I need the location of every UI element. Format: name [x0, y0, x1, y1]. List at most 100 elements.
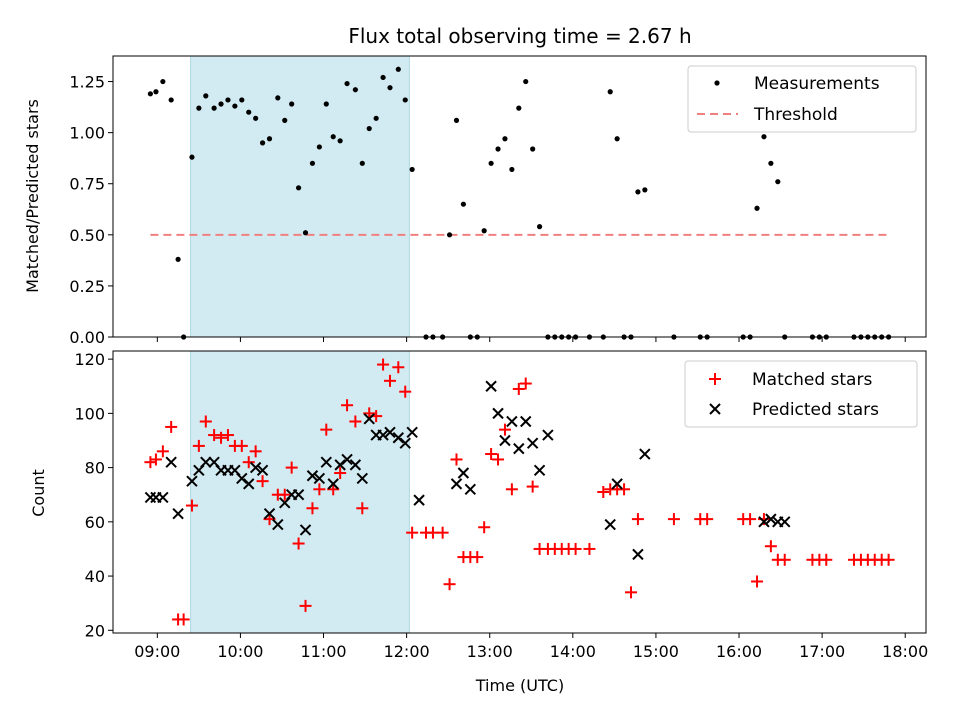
measurement-point — [211, 105, 217, 111]
matched-point — [199, 415, 212, 428]
x-tick-label: 16:00 — [716, 642, 762, 661]
matched-point — [392, 361, 405, 374]
matched-point — [597, 486, 610, 498]
measurement-point — [323, 101, 329, 107]
measurement-point — [607, 89, 613, 95]
y-axis-label-ratio: Matched/Predicted stars — [23, 99, 42, 293]
observing-window-shade — [190, 55, 410, 338]
matched-point — [278, 488, 291, 501]
predicted-point — [513, 442, 525, 455]
matched-point — [320, 423, 333, 436]
chart-title: Flux total observing time = 2.67 h — [348, 24, 691, 48]
measurement-point — [168, 97, 174, 103]
predicted-point — [464, 483, 477, 495]
matched-point — [156, 445, 169, 458]
x-tick-label: 15:00 — [633, 642, 679, 661]
matched-point — [285, 461, 298, 474]
matched-point — [384, 374, 397, 387]
measurement-point — [460, 201, 467, 207]
y-tick-label: 1.00 — [69, 124, 105, 143]
matched-point — [292, 537, 305, 550]
measurement-point — [481, 228, 487, 234]
predicted-point — [236, 472, 248, 485]
axes-frame — [112, 55, 927, 338]
x-tick-label: 12:00 — [384, 642, 430, 661]
predicted-point — [165, 456, 177, 468]
y-tick-label: 100 — [74, 404, 105, 423]
matched-point — [757, 513, 770, 526]
matched-point — [436, 526, 449, 539]
measurement-point — [203, 93, 209, 99]
matched-point — [242, 456, 255, 469]
predicted-point — [349, 459, 362, 471]
measurement-point — [253, 115, 259, 121]
x-tick-label: 13:00 — [467, 642, 513, 661]
predicted-point — [272, 518, 284, 531]
measurement-point — [530, 146, 536, 152]
matched-point — [701, 513, 714, 526]
predicted-point — [779, 516, 791, 528]
matched-point — [249, 445, 262, 458]
matched-point — [235, 439, 248, 452]
measurement-point — [330, 134, 336, 140]
legend-predicted-marker — [709, 403, 721, 415]
measurement-point — [344, 80, 350, 87]
matched-point — [377, 358, 390, 371]
predicted-point — [363, 413, 375, 425]
measurement-point — [768, 160, 774, 166]
measurement-point — [387, 85, 393, 91]
predicted-point — [406, 426, 418, 439]
measurement-point — [502, 136, 508, 142]
legend-frame — [684, 360, 918, 428]
y-tick-label: 0.75 — [69, 175, 105, 194]
predicted-point — [526, 437, 539, 449]
measurement-point — [402, 97, 408, 103]
measurement-point — [282, 117, 288, 123]
measurement-point — [246, 109, 252, 115]
predicted-point — [377, 429, 389, 441]
matched-point — [744, 513, 757, 526]
matched-point — [215, 431, 228, 444]
measurement-point — [196, 105, 202, 111]
x-tick-label: 18:00 — [882, 642, 928, 661]
predicted-point — [604, 518, 616, 531]
predicted-point — [172, 507, 184, 520]
predicted-point — [392, 432, 405, 444]
predicted-point — [384, 426, 396, 439]
matched-point — [498, 423, 511, 436]
measurement-point — [614, 136, 620, 142]
predicted-point — [306, 470, 319, 482]
predicted-point — [499, 434, 511, 447]
predicted-point — [632, 548, 644, 561]
matched-point — [618, 483, 631, 496]
measurement-point — [495, 146, 501, 152]
measurement-point — [218, 101, 224, 107]
legend-matched-marker — [709, 373, 721, 385]
measurement-point — [153, 89, 159, 95]
matched-point — [349, 415, 362, 428]
matched-point — [144, 456, 157, 469]
x-tick-label: 10:00 — [217, 642, 263, 661]
measurement-point — [761, 134, 767, 140]
matched-point — [751, 575, 764, 588]
predicted-point — [292, 489, 305, 501]
x-tick-label: 17:00 — [799, 642, 845, 661]
measurement-point — [359, 160, 365, 166]
measurement-point — [275, 95, 281, 101]
legend-frame — [687, 65, 917, 133]
predicted-point — [157, 491, 169, 504]
y-tick-label: 0.25 — [69, 277, 105, 296]
predicted-point — [299, 524, 312, 536]
matched-point — [519, 377, 532, 390]
measurement-point — [516, 105, 522, 111]
predicted-point — [249, 461, 262, 474]
legend-threshold: Threshold — [753, 105, 838, 125]
matched-point — [299, 599, 312, 612]
matched-point — [485, 448, 498, 461]
matched-point — [341, 399, 354, 412]
measurement-point — [409, 166, 415, 173]
matched-point — [306, 502, 319, 515]
matched-point — [478, 521, 491, 534]
predicted-point — [413, 494, 425, 506]
measurement-point — [225, 97, 231, 103]
